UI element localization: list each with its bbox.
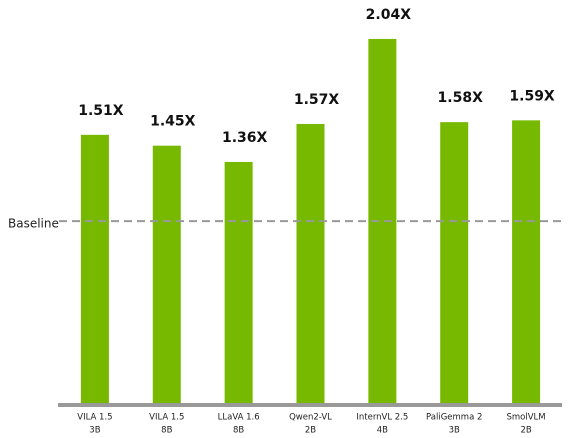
x-tick-label: 2B <box>305 426 316 436</box>
x-tick-label: 3B <box>89 426 100 436</box>
bar <box>152 145 181 405</box>
value-label: 2.04X <box>366 7 412 23</box>
bar <box>296 123 325 406</box>
value-label: 1.45X <box>150 114 196 130</box>
x-tick-label: SmolVLM <box>507 413 546 423</box>
x-tick-label: 2B <box>520 426 531 436</box>
value-label: 1.59X <box>509 88 555 104</box>
x-tick-label: LLaVA 1.6 <box>218 413 260 423</box>
x-tick-label: 3B <box>449 426 460 436</box>
value-label: 1.51X <box>78 103 124 119</box>
x-tick-label: Qwen2-VL <box>289 413 332 423</box>
bar <box>440 122 469 405</box>
value-label: 1.58X <box>438 90 484 106</box>
bar <box>224 161 253 405</box>
x-tick-label: 4B <box>377 426 388 436</box>
x-tick-label: InternVL 2.5 <box>356 413 408 423</box>
value-label: 1.36X <box>222 130 268 146</box>
x-tick-label: PaliGemma 2 <box>426 413 482 423</box>
x-tick-label: VILA 1.5 <box>149 413 184 423</box>
value-label: 1.57X <box>294 92 340 108</box>
x-tick-label: VILA 1.5 <box>77 413 112 423</box>
x-tick-label: 8B <box>233 426 244 436</box>
baseline-label: Baseline <box>8 217 59 231</box>
bar <box>512 120 541 405</box>
x-tick-label: 8B <box>161 426 172 436</box>
bar <box>80 134 109 405</box>
